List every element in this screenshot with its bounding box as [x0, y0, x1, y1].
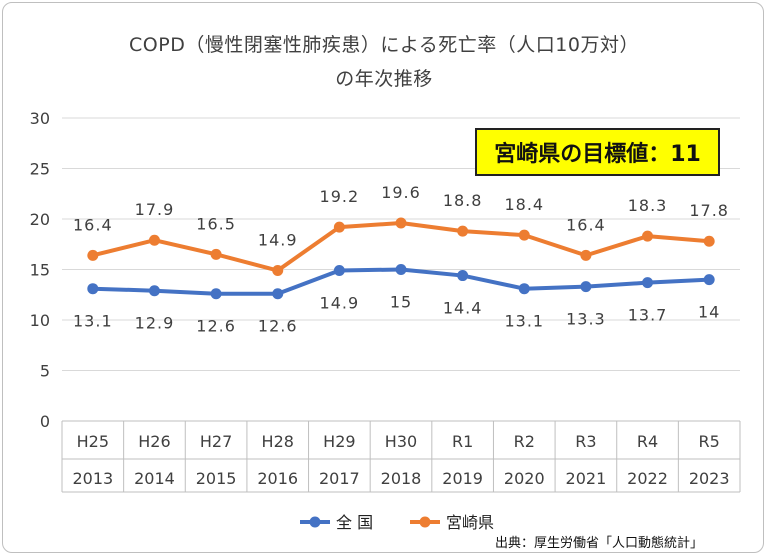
- x-tick-label: H25: [77, 432, 109, 451]
- data-label: 18.8: [443, 191, 483, 210]
- data-label: 19.6: [381, 183, 421, 202]
- data-point: [703, 235, 715, 247]
- legend-swatch-marker: [309, 516, 321, 528]
- data-point: [580, 249, 592, 261]
- x-tick-label: H30: [385, 432, 417, 451]
- y-tick-label: 25: [30, 160, 50, 179]
- legend-label: 宮崎県: [446, 513, 494, 532]
- data-label: 13.7: [628, 306, 668, 325]
- data-label: 13.3: [566, 310, 606, 329]
- data-point: [87, 249, 99, 261]
- data-label: 12.6: [196, 317, 236, 336]
- data-point: [703, 274, 715, 286]
- x-tick-year-label: 2017: [319, 469, 360, 488]
- legend-swatch-marker: [419, 516, 431, 528]
- data-point: [148, 234, 160, 246]
- source-note: 出典：厚生労働省「人口動態統計」: [495, 536, 704, 551]
- x-tick-year-label: 2021: [566, 469, 607, 488]
- data-label: 17.8: [689, 201, 729, 220]
- data-point: [87, 283, 99, 295]
- x-tick-year-label: 2020: [504, 469, 545, 488]
- x-tick-year-label: 2015: [196, 469, 237, 488]
- data-point: [457, 270, 469, 282]
- x-tick-label: H28: [262, 432, 294, 451]
- x-tick-label: R5: [699, 432, 720, 451]
- data-label: 18.3: [628, 196, 668, 215]
- data-label: 13.1: [504, 312, 544, 331]
- data-label: 12.9: [135, 314, 175, 333]
- data-point: [580, 281, 592, 293]
- x-tick-label: R2: [514, 432, 535, 451]
- data-point: [210, 248, 222, 260]
- data-label: 14.4: [443, 299, 483, 318]
- data-point: [395, 264, 407, 275]
- target-value-box: 宮崎県の目標値：11: [475, 128, 720, 176]
- x-tick-year-label: 2014: [134, 469, 175, 488]
- y-tick-label: 10: [30, 311, 50, 330]
- data-point: [148, 285, 160, 297]
- data-label: 14.9: [258, 231, 298, 250]
- data-label: 15: [390, 293, 412, 312]
- x-tick-label: R3: [575, 432, 596, 451]
- data-point: [210, 288, 222, 300]
- x-tick-label: H27: [200, 432, 232, 451]
- data-label: 18.4: [504, 195, 544, 214]
- data-label: 16.5: [196, 214, 236, 233]
- data-point: [333, 221, 345, 233]
- x-tick-year-label: 2016: [257, 469, 298, 488]
- x-tick-year-label: 2019: [442, 469, 483, 488]
- data-point: [518, 229, 530, 241]
- series-line-miyazaki: [92, 221, 710, 273]
- x-tick-label: R1: [452, 432, 473, 451]
- data-label: 16.4: [566, 215, 606, 234]
- y-tick-label: 0: [40, 412, 50, 431]
- data-point: [642, 277, 654, 289]
- x-tick-year-label: 2018: [381, 469, 422, 488]
- data-label: 17.9: [135, 200, 175, 219]
- legend-label: 全 国: [336, 513, 373, 532]
- data-label: 12.6: [258, 317, 298, 336]
- y-tick-label: 20: [30, 210, 50, 229]
- chart-subtitle: の年次推移: [335, 68, 433, 90]
- data-point: [642, 230, 654, 242]
- x-tick-year-label: 2022: [627, 469, 668, 488]
- data-point: [333, 265, 345, 277]
- data-point: [272, 288, 284, 300]
- data-label: 13.1: [73, 312, 113, 331]
- data-label: 19.2: [320, 187, 360, 206]
- data-label: 14.9: [320, 294, 360, 313]
- chart-title: COPD（慢性閉塞性肺疾患）による死亡率（人口10万対）: [129, 34, 639, 56]
- y-tick-label: 15: [30, 261, 50, 280]
- data-point: [457, 225, 469, 237]
- y-tick-label: 30: [30, 109, 50, 128]
- data-point: [518, 283, 530, 295]
- data-point: [272, 265, 284, 277]
- x-tick-year-label: 2023: [689, 469, 730, 488]
- x-tick-year-label: 2013: [72, 469, 113, 488]
- x-tick-label: H29: [323, 432, 355, 451]
- y-tick-label: 5: [40, 362, 50, 381]
- data-label: 16.4: [73, 215, 113, 234]
- data-label: 14: [698, 303, 720, 322]
- x-tick-label: R4: [637, 432, 658, 451]
- x-tick-label: H26: [138, 432, 170, 451]
- data-point: [395, 217, 407, 229]
